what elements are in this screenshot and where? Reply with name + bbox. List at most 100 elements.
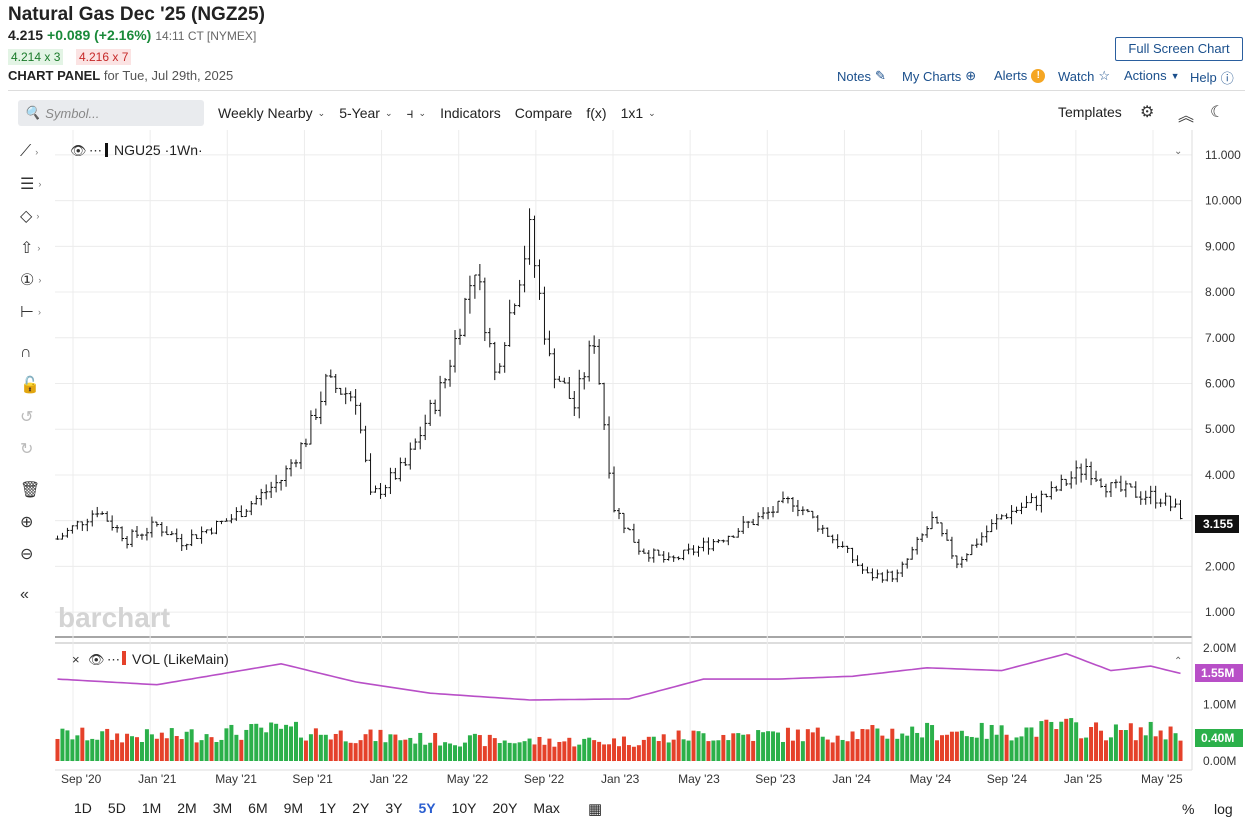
- volume-bar: [219, 739, 224, 761]
- range-button-6m[interactable]: 6M: [248, 800, 268, 816]
- range-label: 5-Year: [339, 105, 380, 121]
- edit-icon: ✎: [874, 68, 886, 83]
- volume-bar: [1079, 738, 1084, 761]
- my-charts-link[interactable]: My Charts ⊕: [902, 68, 976, 84]
- collapse-toolbar-button[interactable]: «: [20, 583, 56, 607]
- full-screen-button[interactable]: Full Screen Chart: [1115, 37, 1243, 61]
- range-select[interactable]: 5-Year ⌄: [339, 105, 392, 121]
- actions-menu[interactable]: Actions ▼: [1124, 68, 1180, 83]
- indicators-button[interactable]: Indicators: [440, 105, 501, 121]
- chevron-up-icon[interactable]: ⌃: [1174, 656, 1182, 667]
- range-button-1y[interactable]: 1Y: [319, 800, 337, 816]
- volume-bar: [597, 741, 602, 761]
- volume-legend-label: VOL (LikeMain): [132, 651, 229, 667]
- watch-link[interactable]: Watch ☆: [1058, 68, 1110, 84]
- range-button-3m[interactable]: 3M: [212, 800, 233, 816]
- volume-bar: [199, 740, 204, 761]
- chevron-down-icon[interactable]: ⌄: [1174, 146, 1182, 157]
- magnet-button[interactable]: ∩: [20, 341, 56, 365]
- shape-tool-button[interactable]: ◇ ›: [20, 204, 56, 228]
- interval-select[interactable]: Weekly Nearby ⌄: [218, 105, 325, 121]
- volume-bar: [954, 731, 959, 761]
- templates-button[interactable]: Templates: [1058, 104, 1122, 120]
- settings-icon[interactable]: ⚙: [1140, 104, 1155, 121]
- chevron-right-icon: ›: [36, 211, 40, 221]
- range-button-5y[interactable]: 5Y: [418, 800, 436, 816]
- symbol-search[interactable]: 🔍 Symbol...: [18, 100, 204, 126]
- price-tick-label: 8.000: [1205, 285, 1235, 299]
- function-button[interactable]: f(x): [586, 105, 607, 121]
- range-button-max[interactable]: Max: [533, 800, 560, 816]
- range-button-2y[interactable]: 2Y: [352, 800, 370, 816]
- compare-button[interactable]: Compare: [514, 105, 573, 121]
- volume-bar: [284, 724, 289, 761]
- volume-bar: [969, 736, 974, 761]
- volume-bar: [234, 734, 239, 761]
- redo-button[interactable]: ↻: [20, 437, 56, 461]
- volume-bar: [174, 736, 179, 761]
- time-tick-label: Sep '22: [524, 772, 565, 786]
- layout-select[interactable]: 1x1 ⌄: [621, 105, 656, 121]
- volume-bar: [835, 735, 840, 761]
- trash-icon: 🗑: [20, 482, 41, 499]
- range-button-5d[interactable]: 5D: [107, 800, 126, 816]
- notes-link[interactable]: Notes ✎: [837, 68, 886, 84]
- delete-button[interactable]: 🗑: [20, 478, 56, 502]
- fib-tool-button[interactable]: ☰ ›: [20, 172, 56, 196]
- bar-type-select[interactable]: ⫞ ⌄: [407, 105, 427, 122]
- help-link[interactable]: Help ⓘ: [1190, 68, 1234, 87]
- volume-bar: [900, 733, 905, 761]
- volume-tag: 0.40M: [1195, 729, 1243, 747]
- dark-mode-icon[interactable]: ☾: [1210, 104, 1225, 121]
- price-legend: 👁 ⋯ NGU25 ·1Wn· ⌄: [70, 142, 1182, 159]
- chart-area[interactable]: 11.000 10.000 9.000 8.000 7.000 6.000 5.000 4.0…: [0, 130, 1253, 798]
- collapse-up-icon[interactable]: ︽: [1178, 108, 1195, 125]
- eye-icon[interactable]: 👁: [88, 652, 105, 667]
- volume-bar: [870, 725, 875, 761]
- range-button-9m[interactable]: 9M: [283, 800, 304, 816]
- zoom-out-button[interactable]: ⊖: [20, 542, 56, 566]
- actions-label: Actions: [1124, 68, 1167, 83]
- measure-tool-button[interactable]: ⊢ ›: [20, 300, 56, 324]
- volume-bar: [761, 732, 766, 761]
- double-chevron-left-icon: «: [20, 586, 29, 603]
- time-tick-label: May '22: [447, 772, 489, 786]
- volume-bar: [100, 731, 105, 761]
- zoom-in-button[interactable]: ⊕: [20, 510, 56, 534]
- more-icon[interactable]: ⋯: [107, 652, 120, 667]
- volume-bar: [438, 745, 443, 761]
- alerts-link[interactable]: Alerts!: [994, 68, 1046, 83]
- annotation-tool-button[interactable]: ① ›: [20, 268, 56, 292]
- percent-toggle[interactable]: %: [1182, 801, 1195, 817]
- log-toggle[interactable]: log: [1214, 801, 1233, 817]
- lock-button[interactable]: 🔓: [20, 373, 56, 397]
- range-button-2m[interactable]: 2M: [177, 800, 197, 816]
- volume-bar: [1044, 719, 1049, 761]
- calendar-icon[interactable]: ▦: [588, 801, 603, 818]
- eye-icon[interactable]: 👁: [70, 144, 87, 159]
- undo-button[interactable]: ↺: [20, 405, 56, 429]
- range-button-1m[interactable]: 1M: [141, 800, 162, 816]
- volume-bar: [507, 742, 512, 761]
- volume-bar: [453, 745, 458, 761]
- more-icon[interactable]: ⋯: [89, 143, 102, 158]
- volume-bar: [115, 733, 120, 761]
- volume-bar: [134, 737, 139, 761]
- time-tick-label: Jan '24: [832, 772, 871, 786]
- magnet-icon: ∩: [20, 344, 32, 361]
- volume-bar: [169, 728, 174, 761]
- price-tick-label: 6.000: [1205, 377, 1235, 391]
- arrow-tool-button[interactable]: ⇧ ›: [20, 236, 56, 260]
- volume-bar: [378, 729, 383, 761]
- line-tool-button[interactable]: ⟋ ›: [20, 140, 56, 164]
- volume-bar: [149, 734, 154, 761]
- last-price-label: 3.155: [1203, 517, 1233, 531]
- volume-bar: [731, 733, 736, 761]
- range-button-20y[interactable]: 20Y: [492, 800, 518, 816]
- range-button-1d[interactable]: 1D: [74, 800, 92, 816]
- volume-bar: [820, 736, 825, 761]
- volume-bar: [249, 724, 254, 761]
- range-button-10y[interactable]: 10Y: [451, 800, 477, 816]
- close-icon[interactable]: ×: [72, 652, 80, 667]
- range-button-3y[interactable]: 3Y: [385, 800, 403, 816]
